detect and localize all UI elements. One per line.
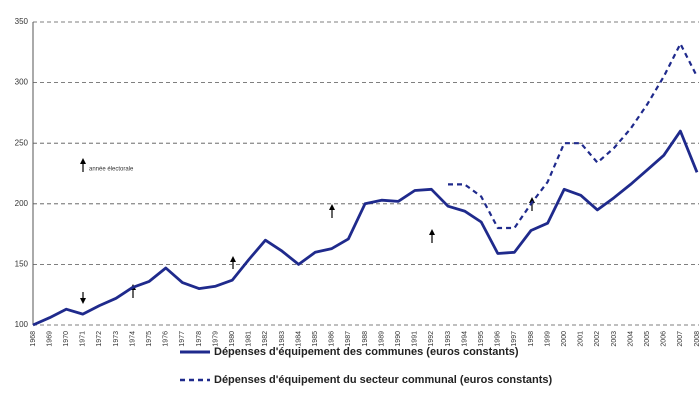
x-tick-label: 1973: [113, 331, 120, 347]
x-tick-label: 1991: [412, 331, 419, 347]
x-tick-label: 2000: [561, 331, 568, 347]
x-tick-label: 1999: [544, 331, 551, 347]
x-tick-label: 1975: [146, 331, 153, 347]
arrow-head: [80, 158, 86, 164]
y-tick-label: 200: [15, 199, 29, 208]
y-tick-label: 350: [15, 17, 29, 26]
x-tick-label: 1988: [362, 331, 369, 347]
arrow-head: [80, 298, 86, 304]
x-tick-label: 1982: [262, 331, 269, 347]
arrow-head: [230, 256, 236, 262]
annotation: année électorale: [89, 167, 134, 173]
x-tick-label: 1990: [395, 331, 402, 347]
x-tick-label: 2003: [611, 331, 618, 347]
x-tick-label: 1977: [179, 331, 186, 347]
x-tick-label: 2006: [661, 331, 668, 347]
x-tick-label: 1994: [461, 331, 468, 347]
x-tick-label: 1983: [279, 331, 286, 347]
x-tick-label: 1980: [229, 331, 236, 347]
x-tick-label: 2004: [627, 331, 634, 347]
legend-label: Dépenses d'équipement du secteur communa…: [214, 374, 553, 386]
x-tick-label: 1968: [30, 331, 37, 347]
x-tick-label: 1995: [478, 331, 485, 347]
x-tick-label: 1986: [329, 331, 336, 347]
arrow-head: [529, 197, 535, 203]
x-tick-label: 2001: [578, 331, 585, 347]
x-tick-label: 1976: [163, 331, 170, 347]
x-tick-label: 1996: [495, 331, 502, 347]
x-tick-label: 1969: [46, 331, 53, 347]
arrow-head: [329, 204, 335, 210]
y-tick-label: 150: [15, 260, 29, 269]
x-tick-label: 1970: [63, 331, 70, 347]
line-series: [448, 42, 698, 230]
x-tick-label: 1974: [129, 331, 136, 347]
x-tick-label: 1989: [378, 331, 385, 347]
x-tick-label: 1978: [196, 331, 203, 347]
x-tick-label: 2008: [694, 331, 699, 347]
x-tick-label: 2005: [644, 331, 651, 347]
y-tick-label: 100: [15, 320, 29, 329]
x-tick-label: 1987: [345, 331, 352, 347]
x-tick-label: 2007: [677, 331, 684, 347]
y-tick-label: 250: [15, 138, 29, 147]
x-tick-label: 1984: [295, 331, 302, 347]
arrow-head: [429, 229, 435, 235]
x-tick-label: 1985: [312, 331, 319, 347]
line-series: [32, 129, 699, 327]
x-tick-label: 1998: [528, 331, 535, 347]
x-tick-label: 1992: [428, 331, 435, 347]
x-tick-label: 2002: [594, 331, 601, 347]
x-tick-label: 1993: [445, 331, 452, 347]
x-tick-label: 1997: [511, 331, 518, 347]
legend-label: Dépenses d'équipement des communes (euro…: [214, 346, 519, 358]
x-tick-label: 1971: [80, 331, 87, 347]
y-tick-label: 300: [15, 78, 29, 87]
x-tick-label: 1979: [212, 331, 219, 347]
x-tick-label: 1981: [246, 331, 253, 347]
x-tick-label: 1972: [96, 331, 103, 347]
